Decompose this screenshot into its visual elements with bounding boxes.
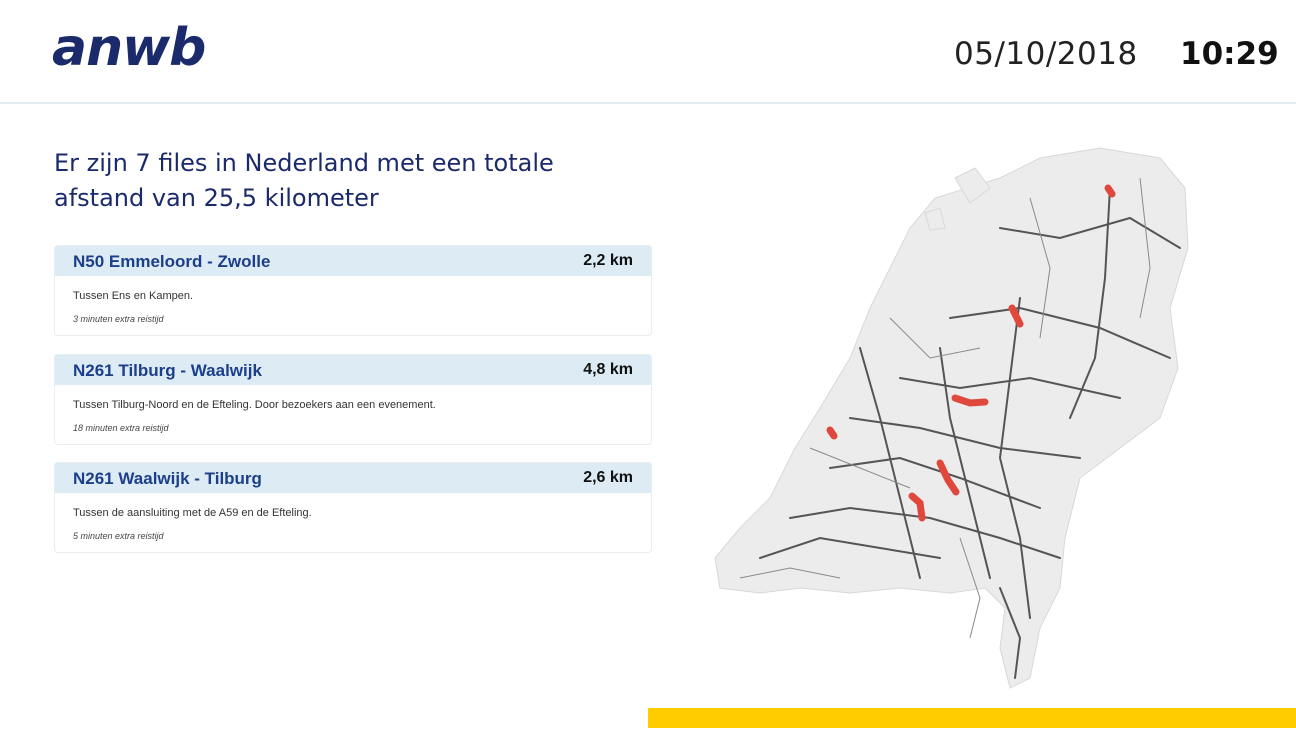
accent-bar [648,708,1296,728]
map-minor-roads [739,177,1151,639]
map-roads [759,187,1181,679]
anwb-logo: anwb [52,18,206,78]
jam-length: 2,2 km [583,252,633,269]
time: 10:29 [1180,36,1279,72]
jam-card: N261 Tilburg - Waalwijk 4,8 km Tussen Ti… [54,354,652,445]
jam-length: 2,6 km [583,469,633,486]
jam-length: 4,8 km [583,361,633,378]
jam-markers [826,184,1116,522]
jam-road: N50 Emmeloord - Zwolle [73,252,271,271]
netherlands-traffic-map [714,147,1189,689]
jam-header: N261 Tilburg - Waalwijk 4,8 km [55,355,651,385]
jam-delay: 5 minuten extra reistijd [73,531,164,541]
summary-line-1: Er zijn 7 files in Nederland met een tot… [54,149,554,177]
jam-header: N50 Emmeloord - Zwolle 2,2 km [55,246,651,276]
summary-line-2: afstand van 25,5 kilometer [54,184,379,212]
map-land [714,147,1189,689]
date: 05/10/2018 [954,36,1138,72]
jam-delay: 3 minuten extra reistijd [73,314,164,324]
jam-card: N261 Waalwijk - Tilburg 2,6 km Tussen de… [54,462,652,553]
jam-description: Tussen de aansluiting met de A59 en de E… [73,507,312,519]
jam-description: Tussen Tilburg-Noord en de Efteling. Doo… [73,399,436,411]
jam-road: N261 Waalwijk - Tilburg [73,469,262,488]
jam-header: N261 Waalwijk - Tilburg 2,6 km [55,463,651,493]
jam-road: N261 Tilburg - Waalwijk [73,361,262,380]
jam-card: N50 Emmeloord - Zwolle 2,2 km Tussen Ens… [54,245,652,336]
traffic-summary: Er zijn 7 files in Nederland met een tot… [54,146,614,216]
jam-delay: 18 minuten extra reistijd [73,423,169,433]
header: anwb 05/10/2018 10:29 [0,0,1296,104]
jam-description: Tussen Ens en Kampen. [73,290,194,302]
